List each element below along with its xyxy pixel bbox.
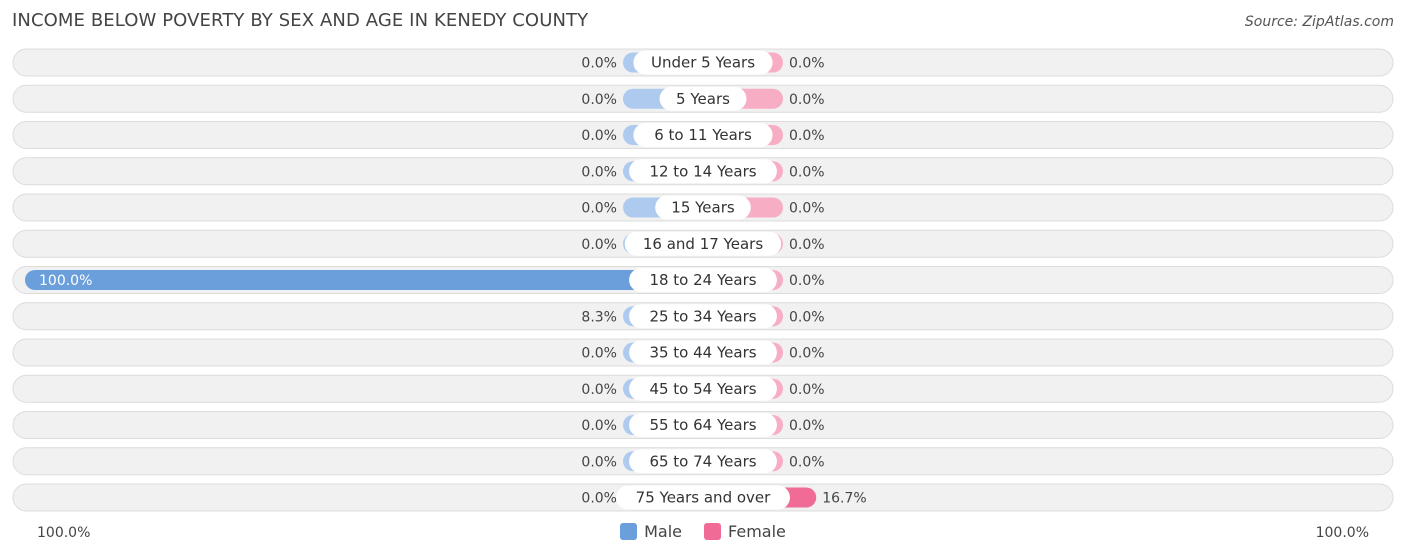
category-pill (633, 123, 773, 147)
axis-left-label: 100.0% (37, 525, 91, 541)
value-label-female: 0.0% (789, 92, 825, 108)
legend-label-female: Female (728, 522, 786, 541)
category-label: 6 to 11 Years (654, 126, 752, 144)
category-label: 75 Years and over (636, 489, 771, 507)
category-label: 65 to 74 Years (649, 452, 756, 470)
category-pill (659, 86, 747, 111)
category-label: 15 Years (671, 199, 735, 217)
category-pill (629, 304, 777, 329)
category-pill (655, 195, 751, 220)
category-label: 12 to 14 Years (649, 162, 756, 180)
value-label-female: 0.0% (789, 382, 825, 398)
bar-male (25, 270, 703, 290)
category-label: 5 Years (676, 90, 730, 108)
legend-label-male: Male (644, 522, 683, 541)
source-credit: Source: ZipAtlas.com (1244, 14, 1394, 30)
chart-title: INCOME BELOW POVERTY BY SEX AND AGE IN K… (12, 10, 589, 31)
value-label-female: 0.0% (789, 346, 825, 362)
category-pill (629, 376, 777, 401)
category-label: 55 to 64 Years (649, 416, 756, 434)
value-label-male: 0.0% (581, 454, 617, 470)
value-label-female: 0.0% (789, 128, 825, 144)
value-label-male: 0.0% (581, 201, 617, 217)
legend-swatch-female (704, 523, 722, 540)
value-label-female: 0.0% (789, 201, 825, 217)
value-label-female: 16.7% (822, 491, 866, 507)
category-label: 25 to 34 Years (649, 307, 756, 325)
category-pill (629, 449, 777, 474)
category-pill (629, 413, 777, 437)
value-label-female: 0.0% (789, 418, 825, 434)
value-label-female: 0.0% (789, 454, 825, 470)
legend-swatch-male (620, 523, 638, 540)
category-pill (633, 50, 773, 75)
value-label-female: 0.0% (789, 273, 825, 289)
value-label-male: 0.0% (581, 92, 617, 108)
value-label-male: 0.0% (581, 237, 617, 253)
value-label-female: 0.0% (789, 164, 825, 180)
category-pill (629, 268, 777, 292)
value-label-male: 0.0% (581, 164, 617, 180)
category-pill (624, 231, 782, 256)
value-label-male: 100.0% (39, 273, 92, 289)
chart-canvas: 0.0% 0.0% Under 5 Years 0.0% 0.0% 5 Years 0.0%… (12, 48, 1394, 512)
category-label: 16 and 17 Years (643, 235, 763, 253)
axis-right-label: 100.0% (1315, 525, 1369, 541)
value-label-female: 0.0% (789, 56, 825, 72)
value-label-male: 0.0% (581, 382, 617, 398)
legend-item-female[interactable]: Female (704, 522, 786, 541)
value-label-male: 0.0% (581, 128, 617, 144)
category-pill (616, 485, 790, 510)
legend-item-male[interactable]: Male (620, 522, 682, 541)
category-label: Under 5 Years (651, 54, 755, 72)
category-pill (629, 159, 777, 184)
value-label-male: 0.0% (581, 56, 617, 72)
value-label-male: 0.0% (581, 346, 617, 362)
value-label-female: 0.0% (789, 309, 825, 325)
category-label: 35 to 44 Years (649, 344, 756, 362)
value-label-male: 0.0% (581, 491, 617, 507)
value-label-female: 0.0% (789, 237, 825, 253)
category-label: 45 to 54 Years (649, 380, 756, 398)
value-label-male: 8.3% (581, 309, 617, 325)
legend: Male Female (0, 522, 1406, 541)
category-label: 18 to 24 Years (649, 271, 756, 289)
category-pill (629, 340, 777, 365)
value-label-male: 0.0% (581, 418, 617, 434)
